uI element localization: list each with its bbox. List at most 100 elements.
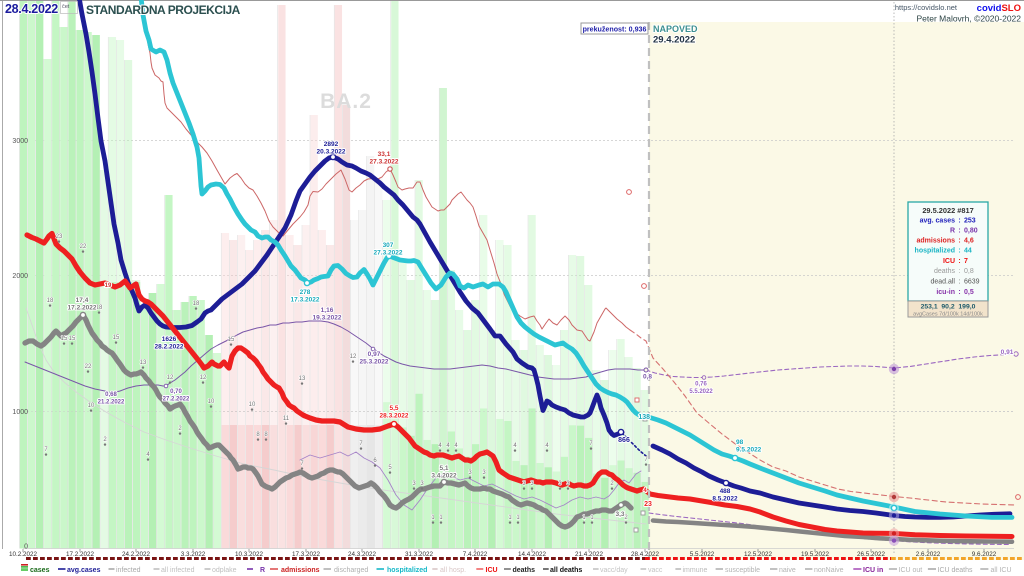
- svg-text:3: 3: [468, 470, 472, 476]
- svg-text:hospitalized: hospitalized: [915, 248, 955, 255]
- svg-text::: :: [958, 218, 960, 225]
- svg-text:9.5.2022: 9.5.2022: [736, 447, 762, 454]
- svg-text:3000: 3000: [12, 138, 28, 145]
- svg-text:0,80: 0,80: [964, 228, 978, 235]
- svg-text:0,8: 0,8: [964, 268, 974, 275]
- svg-text:866: 866: [618, 437, 630, 444]
- svg-text:4: 4: [513, 443, 517, 449]
- svg-text:0,76: 0,76: [695, 382, 707, 388]
- svg-text:R: R: [260, 567, 265, 574]
- svg-text:5,5: 5,5: [389, 405, 398, 412]
- svg-text:R: R: [950, 228, 955, 235]
- svg-text:15: 15: [61, 336, 68, 342]
- svg-text:susceptible: susceptible: [725, 567, 760, 574]
- svg-text:14.4.2022: 14.4.2022: [518, 551, 547, 558]
- svg-text:10: 10: [88, 403, 95, 409]
- svg-text:avgCases 7d/100k 14d/100k: avgCases 7d/100k 14d/100k: [913, 312, 983, 318]
- svg-text::: :: [958, 228, 960, 235]
- svg-text:2: 2: [624, 515, 628, 521]
- svg-text:23: 23: [56, 234, 63, 240]
- svg-text:15: 15: [228, 337, 235, 343]
- svg-text:immune: immune: [683, 567, 708, 574]
- svg-text:7: 7: [589, 441, 593, 447]
- svg-text:2: 2: [103, 437, 107, 443]
- svg-text:24.2.2022: 24.2.2022: [122, 551, 151, 558]
- svg-text:27.3.2022: 27.3.2022: [374, 250, 403, 257]
- svg-text:307: 307: [383, 242, 394, 249]
- svg-text:23: 23: [644, 501, 652, 508]
- svg-text:19: 19: [105, 283, 112, 289]
- svg-text:ICU in: ICU in: [863, 567, 883, 574]
- svg-text:0,68: 0,68: [105, 392, 117, 398]
- svg-text:10: 10: [249, 402, 256, 408]
- svg-text:3: 3: [566, 481, 570, 487]
- svg-text:1: 1: [431, 515, 435, 521]
- svg-text:6: 6: [373, 458, 377, 464]
- svg-text:2000: 2000: [12, 273, 28, 280]
- svg-text:0,5: 0,5: [964, 289, 974, 296]
- svg-text:all ICU: all ICU: [991, 567, 1012, 574]
- svg-text:12: 12: [350, 354, 357, 360]
- svg-text:2892: 2892: [324, 141, 339, 148]
- svg-text::: :: [958, 258, 960, 265]
- svg-text:21.2.2022: 21.2.2022: [98, 400, 125, 406]
- svg-text:24.3.2022: 24.3.2022: [348, 551, 377, 558]
- svg-text:prekuženost: 0,936: prekuženost: 0,936: [583, 26, 647, 34]
- svg-text:18: 18: [96, 305, 103, 311]
- svg-text::: :: [959, 268, 961, 275]
- svg-text:vacc: vacc: [648, 567, 663, 574]
- svg-text:28.2.2022: 28.2.2022: [155, 344, 184, 351]
- svg-text:27.2.2022: 27.2.2022: [163, 397, 190, 403]
- svg-text:čet: čet: [62, 4, 70, 10]
- svg-text:0,8: 0,8: [643, 374, 652, 381]
- svg-text:3: 3: [530, 481, 534, 487]
- svg-text::: :: [958, 289, 960, 296]
- svg-text:1: 1: [508, 515, 512, 521]
- svg-text:4: 4: [438, 443, 442, 449]
- svg-text:4: 4: [545, 443, 549, 449]
- svg-text:3: 3: [482, 470, 486, 476]
- svg-text:31.3.2022: 31.3.2022: [405, 551, 434, 558]
- svg-text:all deaths: all deaths: [550, 567, 582, 574]
- svg-text:Peter Malovrh, ©2020-2022: Peter Malovrh, ©2020-2022: [916, 14, 1021, 24]
- svg-text:253,1 90,2 199,0: 253,1 90,2 199,0: [921, 304, 976, 311]
- svg-text::: :: [958, 238, 960, 245]
- svg-text:18: 18: [193, 301, 200, 307]
- svg-text:all infected: all infected: [161, 567, 195, 574]
- svg-text:ICU: ICU: [943, 258, 955, 265]
- svg-text:0,91: 0,91: [1001, 349, 1014, 356]
- svg-text:cases: cases: [30, 567, 50, 574]
- svg-text:28.4.2022: 28.4.2022: [631, 551, 660, 558]
- svg-text:4: 4: [643, 488, 647, 494]
- svg-text:5.5.2022: 5.5.2022: [689, 389, 713, 395]
- svg-text:icu-in: icu-in: [936, 289, 955, 296]
- svg-text:1,16: 1,16: [321, 307, 334, 314]
- svg-text:15: 15: [113, 335, 120, 341]
- svg-text:avg.cases: avg.cases: [67, 567, 101, 574]
- svg-text:4: 4: [446, 443, 450, 449]
- svg-text:10: 10: [208, 399, 215, 405]
- svg-text:8: 8: [264, 432, 268, 438]
- svg-text:7.4.2022: 7.4.2022: [463, 551, 488, 558]
- svg-text:98: 98: [736, 439, 744, 446]
- svg-text:1: 1: [582, 515, 586, 521]
- svg-text:ICU out: ICU out: [899, 567, 923, 574]
- svg-text:0,97: 0,97: [368, 351, 381, 358]
- svg-text:dead.all: dead.all: [930, 279, 955, 286]
- svg-text:discharged: discharged: [334, 567, 368, 574]
- svg-text:3.4.2022: 3.4.2022: [431, 473, 457, 480]
- svg-text:12: 12: [200, 375, 207, 381]
- svg-text::: :: [958, 248, 960, 255]
- svg-text:5,1: 5,1: [439, 465, 448, 472]
- svg-text:4,6: 4,6: [964, 238, 974, 245]
- svg-text:10.3.2022: 10.3.2022: [235, 551, 264, 558]
- svg-text:4: 4: [146, 452, 150, 458]
- svg-text:hospitalized: hospitalized: [387, 567, 427, 574]
- svg-text:17,4: 17,4: [76, 297, 89, 304]
- svg-text:vacc/day: vacc/day: [600, 567, 628, 574]
- svg-text:covidSLO: covidSLO: [977, 3, 1021, 14]
- svg-text:0,70: 0,70: [170, 389, 182, 395]
- svg-text:3: 3: [420, 481, 424, 487]
- svg-text:29.4.2022: 29.4.2022: [653, 35, 695, 46]
- svg-text:17.3.2022: 17.3.2022: [291, 297, 320, 304]
